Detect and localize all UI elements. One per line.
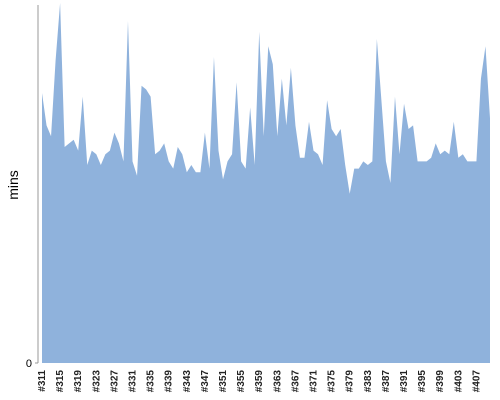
x-tick-label: #327: [109, 370, 120, 393]
x-tick-label: #363: [272, 370, 283, 393]
x-tick-label: #335: [146, 370, 157, 393]
x-tick-label: #387: [381, 370, 392, 393]
x-tick-label: #391: [399, 370, 410, 393]
x-tick-label: #371: [309, 370, 320, 393]
x-tick-label: #315: [55, 370, 66, 393]
x-tick-label: #399: [435, 370, 446, 393]
area: [42, 3, 490, 363]
x-tick-label: #379: [345, 370, 356, 393]
x-tick-label: #347: [200, 370, 211, 393]
x-tick-label: #395: [417, 370, 428, 393]
y-axis-label: mins: [5, 170, 21, 200]
x-tick-label: #359: [254, 370, 265, 393]
x-tick-label: #311: [37, 370, 48, 392]
x-tick-label: #343: [182, 370, 193, 393]
x-tick-label: #351: [218, 370, 229, 393]
x-tick-label: #323: [91, 370, 102, 393]
x-tick-label: #355: [236, 370, 247, 393]
x-tick-label: #407: [471, 370, 482, 393]
x-tick-label: #319: [73, 370, 84, 393]
x-tick-label: #367: [290, 370, 301, 393]
y-tick-label: 0: [26, 358, 32, 370]
x-tick-label: #383: [363, 370, 374, 393]
x-tick-label: #403: [453, 370, 464, 393]
x-tick-label: #375: [327, 370, 338, 393]
x-tick-label: #339: [164, 370, 175, 393]
x-tick-label: #331: [128, 370, 139, 393]
